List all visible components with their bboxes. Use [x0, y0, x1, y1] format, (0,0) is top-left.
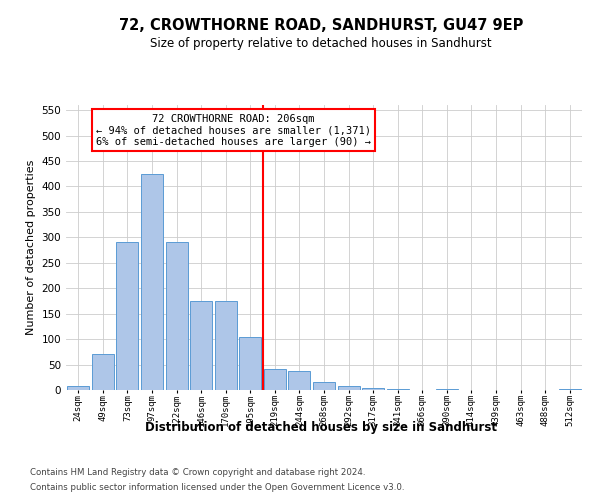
Text: Distribution of detached houses by size in Sandhurst: Distribution of detached houses by size … [145, 421, 497, 434]
Bar [338, 386, 359, 390]
Bar [362, 388, 384, 390]
Bar [215, 301, 237, 390]
Bar [239, 336, 262, 390]
Text: Size of property relative to detached houses in Sandhurst: Size of property relative to detached ho… [150, 38, 492, 51]
Bar [190, 301, 212, 390]
Text: Contains HM Land Registry data © Crown copyright and database right 2024.: Contains HM Land Registry data © Crown c… [30, 468, 365, 477]
Bar [92, 354, 114, 390]
Text: 72, CROWTHORNE ROAD, SANDHURST, GU47 9EP: 72, CROWTHORNE ROAD, SANDHURST, GU47 9EP [119, 18, 523, 32]
Bar [436, 389, 458, 390]
Bar [264, 368, 286, 390]
Bar [289, 370, 310, 390]
Text: Contains public sector information licensed under the Open Government Licence v3: Contains public sector information licen… [30, 483, 404, 492]
Bar [166, 242, 188, 390]
Bar [141, 174, 163, 390]
Bar [313, 382, 335, 390]
Text: 72 CROWTHORNE ROAD: 206sqm
← 94% of detached houses are smaller (1,371)
6% of se: 72 CROWTHORNE ROAD: 206sqm ← 94% of deta… [96, 114, 371, 147]
Y-axis label: Number of detached properties: Number of detached properties [26, 160, 36, 335]
Bar [67, 386, 89, 390]
Bar [559, 389, 581, 390]
Bar [116, 242, 139, 390]
